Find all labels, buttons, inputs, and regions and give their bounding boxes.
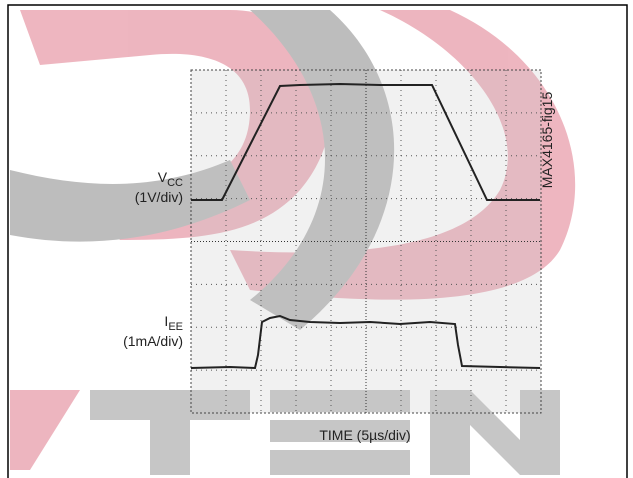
iee-scale: (1mA/div) — [123, 333, 183, 349]
iee-sub: EE — [168, 321, 183, 333]
frame — [7, 4, 628, 478]
iee-main: I — [164, 313, 168, 329]
watermark — [10, 10, 576, 475]
vcc-main: V — [158, 169, 168, 185]
vcc-label: VCC — [158, 169, 183, 189]
figure-id: MAX4165-fig15 — [539, 92, 555, 189]
scope-screen — [190, 69, 542, 414]
vcc-trace — [191, 82, 540, 201]
iee-trace — [190, 314, 541, 370]
iee-label: IEE — [164, 313, 183, 333]
x-axis-label: TIME (5µs/div) — [319, 427, 410, 443]
vcc-sub: CC — [167, 177, 183, 189]
vcc-scale: (1V/div) — [135, 189, 183, 205]
